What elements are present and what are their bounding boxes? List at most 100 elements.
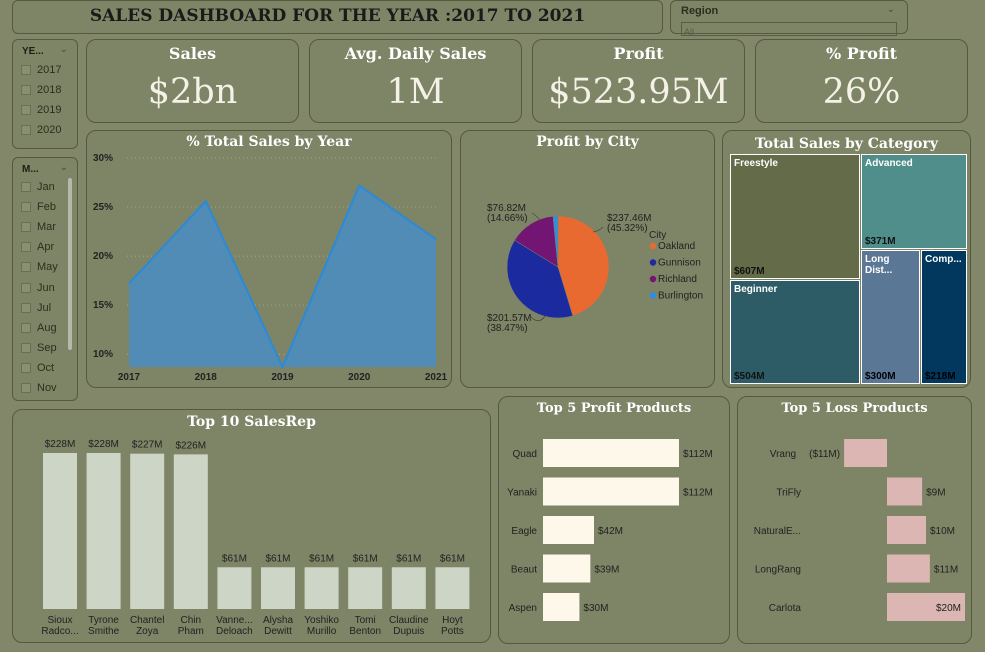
month-scrollbar[interactable]: [68, 178, 72, 350]
legend-marker: [649, 275, 657, 283]
month-item-feb[interactable]: Feb: [21, 201, 56, 213]
bar: [887, 554, 930, 583]
month-item-nov[interactable]: Nov: [21, 382, 57, 394]
bar: [543, 593, 580, 621]
year-item-2017[interactable]: 2017: [21, 64, 61, 76]
bar: [887, 477, 923, 506]
bar: [435, 567, 470, 609]
data-label: $9M: [926, 488, 945, 499]
data-label: $30M: [583, 603, 608, 614]
x-tick-label: Vanne...: [216, 615, 253, 626]
data-label: $201.57M: [487, 313, 531, 324]
data-label: $61M: [222, 553, 247, 564]
data-label: $11M: [934, 565, 958, 576]
leader-line: [531, 212, 542, 224]
loss-products-bar-chart: ($11M) Vrang $9M TriFly $10M NaturalE... $11M L…: [754, 439, 965, 621]
x-tick-label: Potts: [441, 626, 464, 637]
area-fill: [129, 185, 436, 367]
checkbox[interactable]: [21, 262, 31, 273]
year-slicer[interactable]: YE... ⌄ 2017 2018 2019 2020: [12, 39, 78, 149]
month-item-jan[interactable]: Jan: [21, 181, 55, 193]
chevron-down-icon[interactable]: ⌄: [886, 4, 895, 15]
month-item-label: Mar: [37, 221, 56, 234]
y-tick-label: 25%: [93, 202, 113, 213]
treemap-tile[interactable]: Comp... $218M: [921, 250, 967, 384]
y-tick-label: TriFly: [776, 488, 801, 499]
top-profit-products-panel: Top 5 Profit Products Quad $112M Yanaki $11…: [498, 396, 730, 644]
checkbox[interactable]: [21, 242, 31, 253]
checkbox[interactable]: [21, 125, 31, 135]
month-item-mar[interactable]: Mar: [21, 221, 56, 233]
checkbox[interactable]: [21, 105, 31, 115]
kpi-title: Sales: [168, 44, 217, 63]
checkbox[interactable]: [21, 222, 31, 233]
bar: [261, 567, 295, 609]
x-tick-label: Tomi: [355, 615, 376, 626]
bar: [543, 554, 591, 583]
kpi-profit: Profit $523.95M: [532, 39, 745, 123]
checkbox[interactable]: [21, 182, 31, 192]
treemap-tile[interactable]: Advanced $371M: [861, 154, 967, 249]
region-dropdown[interactable]: All: [681, 22, 897, 36]
month-item-aug[interactable]: Aug: [21, 322, 57, 334]
bar: [887, 516, 926, 544]
checkbox[interactable]: [21, 322, 31, 333]
bar: [43, 453, 77, 609]
kpi-value: 26%: [822, 72, 901, 112]
chevron-down-icon[interactable]: ⌄: [59, 44, 68, 55]
x-tick-label: Benton: [349, 626, 381, 637]
region-slicer[interactable]: Region ⌄ All: [670, 0, 908, 36]
x-tick-label: Chantel: [130, 615, 164, 626]
data-label: $39M: [594, 565, 619, 576]
month-item-apr[interactable]: Apr: [21, 241, 54, 253]
data-label: $228M: [88, 439, 119, 450]
kpi-value: $523.95M: [548, 72, 729, 112]
bar: [391, 567, 426, 609]
checkbox[interactable]: [21, 362, 31, 373]
tile-name: Beginner: [734, 284, 778, 295]
month-item-jul[interactable]: Jul: [21, 302, 51, 314]
month-item-sep[interactable]: Sep: [21, 342, 57, 354]
year-item-label: 2020: [37, 124, 62, 136]
y-tick-label: Yanaki: [507, 488, 537, 499]
chevron-down-icon[interactable]: ⌄: [59, 162, 68, 173]
checkbox[interactable]: [21, 65, 31, 75]
checkbox[interactable]: [21, 85, 31, 95]
year-item-2018[interactable]: 2018: [21, 84, 61, 96]
treemap-tile[interactable]: Freestyle $607M: [730, 154, 860, 279]
bar: [304, 567, 339, 609]
kpi-title: % Profit: [826, 44, 897, 63]
checkbox[interactable]: [21, 342, 31, 353]
chart-title: Top 10 SalesRep: [187, 414, 316, 430]
tile-value: $607M: [734, 266, 765, 277]
checkbox[interactable]: [21, 302, 31, 313]
checkbox[interactable]: [21, 202, 31, 213]
pie-slice-burlington: [552, 215, 559, 268]
data-label: $226M: [176, 440, 207, 451]
y-tick-label: Beaut: [511, 565, 537, 576]
data-label-percent: (45.32%): [607, 223, 648, 234]
month-item-may[interactable]: May: [21, 261, 58, 273]
month-slicer[interactable]: M... ⌄ Jan Feb Mar Apr May Jun Jul Aug Sep Oct Nov: [12, 157, 78, 401]
year-item-2019[interactable]: 2019: [21, 104, 61, 116]
treemap-tile[interactable]: Beginner $504M: [730, 280, 860, 384]
data-label: $227M: [132, 440, 163, 451]
month-item-oct[interactable]: Oct: [21, 362, 54, 374]
pie-chart: $237.46M(45.32%) $201.57M(38.47%) $76.82M(…: [487, 203, 703, 334]
month-item-jun[interactable]: Jun: [21, 282, 55, 294]
treemap-chart: Freestyle $607M Advanced $371M Beginner $504M…: [730, 154, 967, 384]
chart-title: Top 5 Profit Products: [536, 401, 692, 416]
data-label: $228M: [45, 439, 76, 450]
year-slicer-title: YE...: [22, 46, 44, 57]
bar: [348, 567, 383, 609]
month-item-label: Aug: [37, 321, 57, 334]
page-title: SALES DASHBOARD FOR THE YEAR :2017 TO 20…: [89, 6, 586, 26]
tile-value: $504M: [734, 371, 765, 382]
y-tick-label: Aspen: [509, 603, 537, 614]
tile-name: Advanced: [865, 158, 913, 169]
year-item-2020[interactable]: 2020: [21, 124, 61, 136]
legend-item-richland: Richland: [658, 274, 697, 285]
checkbox[interactable]: [21, 282, 31, 293]
checkbox[interactable]: [21, 383, 31, 393]
treemap-tile[interactable]: Long Dist... $300M: [861, 250, 920, 384]
